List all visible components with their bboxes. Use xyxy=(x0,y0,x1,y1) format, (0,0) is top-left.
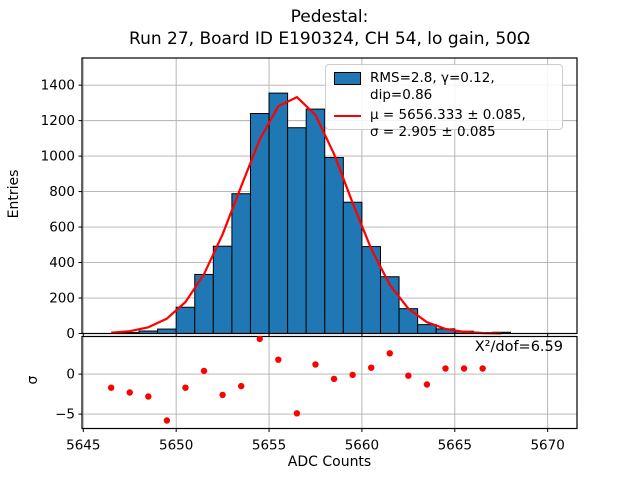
y-tick-label: 400 xyxy=(49,255,75,271)
residual-dot xyxy=(349,371,356,379)
histogram-bar xyxy=(342,201,363,334)
legend-entry-histogram: RMS=2.8, γ=0.12, dip=0.86 xyxy=(334,70,554,104)
histogram-bar xyxy=(305,108,326,334)
residual-dot xyxy=(163,417,171,424)
legend-label-fit-sigma: σ = 2.905 ± 0.085 xyxy=(370,124,496,140)
y-tick-label: 0 xyxy=(66,326,75,342)
y-tick-label: 800 xyxy=(49,184,75,200)
residual-dot xyxy=(126,389,133,396)
y-axis-label-sigma: σ xyxy=(25,375,41,385)
residual-dot xyxy=(107,384,115,391)
legend-box: RMS=2.8, γ=0.12, dip=0.86 μ = 5656.333 ±… xyxy=(325,64,563,140)
chi2-annotation: X²/dof=6.59 xyxy=(474,339,563,355)
residual-dot xyxy=(237,382,245,390)
residual-dot xyxy=(405,372,412,379)
x-tick-label: 5670 xyxy=(530,438,564,454)
chart-title: Pedestal: Run 27, Board ID E190324, CH 5… xyxy=(82,6,577,50)
residual-dot xyxy=(479,365,486,372)
legend-swatch-histogram xyxy=(334,72,361,85)
histogram-bar xyxy=(249,113,270,334)
residual-dot xyxy=(256,335,263,343)
y-tick-label: 1400 xyxy=(41,78,75,94)
residual-dot xyxy=(275,356,282,363)
residual-dot xyxy=(312,361,319,368)
residual-dot xyxy=(460,365,468,372)
main-panel-border xyxy=(81,57,578,335)
histogram-bar xyxy=(417,324,437,334)
residual-dot xyxy=(442,365,449,372)
y-axis-label-entries: Entries xyxy=(6,169,22,219)
legend-entry-fit: μ = 5656.333 ± 0.085, σ = 2.905 ± 0.085 xyxy=(334,107,554,141)
x-tick-label: 5660 xyxy=(345,438,379,454)
histogram-bar xyxy=(157,328,177,334)
x-tick-label: 5650 xyxy=(159,438,193,454)
residual-dot xyxy=(182,384,189,391)
histogram-bar xyxy=(287,127,307,335)
histogram-bar xyxy=(324,157,344,334)
histogram-bar xyxy=(231,193,251,334)
y-tick-label: 1200 xyxy=(41,113,75,129)
y-tick-label: 600 xyxy=(49,220,75,236)
residual-dot xyxy=(367,364,375,371)
legend-swatch-fit-line xyxy=(334,115,361,117)
y-tick-label: −5 xyxy=(55,407,75,423)
x-axis-label: ADC Counts xyxy=(287,454,372,470)
residual-dot xyxy=(293,410,301,417)
x-tick-label: 5655 xyxy=(252,438,286,454)
histogram-bar xyxy=(175,306,196,334)
y-tick-label: 1000 xyxy=(41,149,75,165)
x-tick-label: 5645 xyxy=(66,438,100,454)
legend-label-histogram: RMS=2.8, γ=0.12, dip=0.86 xyxy=(370,70,495,103)
residual-dot xyxy=(145,393,152,400)
legend-label-fit-mu: μ = 5656.333 ± 0.085, xyxy=(370,107,526,123)
chart-title-line2: Run 27, Board ID E190324, CH 54, lo gain… xyxy=(129,29,530,49)
histogram-bar xyxy=(268,92,289,334)
histogram-bar xyxy=(212,245,233,334)
residual-dot xyxy=(423,381,431,388)
legend-label-fit: μ = 5656.333 ± 0.085, σ = 2.905 ± 0.085 xyxy=(370,107,526,141)
residual-dot xyxy=(219,391,226,399)
gaussian-fit-curve xyxy=(111,95,502,335)
chart-title-line1: Pedestal: xyxy=(290,7,369,27)
x-tick-label: 5665 xyxy=(438,438,472,454)
residual-dot xyxy=(200,367,208,375)
residual-dot xyxy=(386,350,393,357)
residual-panel-border xyxy=(81,335,578,430)
y-tick-label: 0 xyxy=(66,367,75,383)
residual-dot xyxy=(330,375,338,383)
y-tick-label: 200 xyxy=(49,291,75,307)
